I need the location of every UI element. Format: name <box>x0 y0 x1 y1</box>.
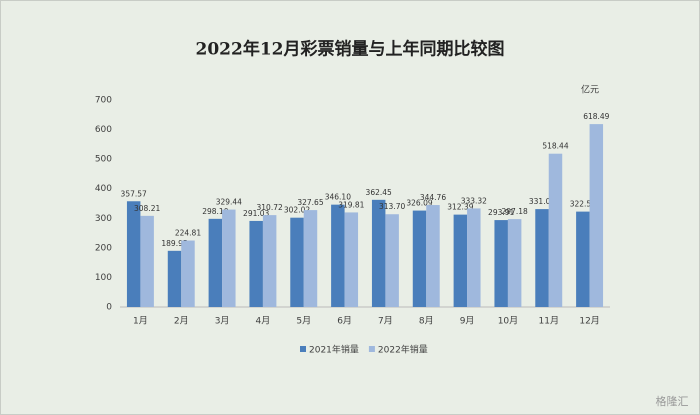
value-label: 518.44 <box>542 142 568 151</box>
legend-label: 2022年销量 <box>378 344 428 356</box>
watermark: 格隆汇 <box>656 394 689 408</box>
bar <box>548 153 563 307</box>
bar <box>535 209 549 307</box>
y-tick-label: 700 <box>95 96 112 106</box>
bar <box>208 218 223 307</box>
bar <box>290 217 304 307</box>
x-tick-label: 2月 <box>174 316 189 327</box>
x-tick-label: 3月 <box>215 316 230 327</box>
legend-label: 2021年销量 <box>309 344 359 356</box>
legend-swatch <box>368 346 375 352</box>
chart-title: 2022年12月彩票销量与上年同期比较图 <box>196 39 505 60</box>
value-label: 293.91 <box>488 208 514 217</box>
value-label: 297.18 <box>502 207 528 216</box>
value-label: 326.09 <box>406 199 432 208</box>
y-tick-label: 0 <box>106 303 112 313</box>
value-label: 312.39 <box>447 203 473 212</box>
bar <box>140 215 154 307</box>
bar <box>576 211 590 307</box>
value-label: 327.65 <box>297 198 323 207</box>
x-tick-label: 10月 <box>498 316 518 327</box>
bar <box>126 201 141 307</box>
value-label: 189.95 <box>161 239 187 248</box>
bar <box>331 204 345 307</box>
bar <box>344 212 359 307</box>
x-tick-label: 11月 <box>539 316 559 327</box>
value-label: 346.10 <box>325 193 351 202</box>
bar <box>167 250 182 307</box>
bar <box>181 240 195 307</box>
value-label: 310.72 <box>257 203 283 212</box>
bar <box>453 214 468 307</box>
value-label: 319.81 <box>338 200 364 209</box>
y-tick-label: 500 <box>95 155 112 165</box>
bar <box>507 219 522 307</box>
value-label: 298.10 <box>202 207 228 216</box>
x-tick-label: 9月 <box>460 316 475 327</box>
bar <box>467 208 481 307</box>
bar <box>371 199 386 307</box>
value-label: 333.32 <box>461 196 487 205</box>
y-tick-label: 400 <box>95 184 112 194</box>
x-tick-label: 6月 <box>337 316 352 327</box>
bar <box>589 124 604 307</box>
value-label: 357.57 <box>121 189 147 198</box>
value-label: 344.76 <box>420 193 446 202</box>
x-tick-label: 8月 <box>419 316 434 327</box>
value-label: 618.49 <box>583 112 609 121</box>
bar <box>385 214 399 307</box>
bar <box>262 215 277 307</box>
value-label: 302.02 <box>284 206 310 215</box>
value-label: 308.21 <box>134 204 160 213</box>
bar <box>426 205 440 307</box>
unit-label: 亿元 <box>581 84 599 96</box>
bar <box>249 220 263 307</box>
x-tick-label: 7月 <box>378 316 393 327</box>
bar <box>222 209 236 307</box>
x-tick-label: 4月 <box>256 316 271 327</box>
value-label: 331.07 <box>529 197 555 206</box>
y-tick-label: 300 <box>95 214 112 224</box>
y-tick-label: 200 <box>95 243 112 253</box>
y-tick-label: 600 <box>95 125 112 135</box>
bar <box>412 210 427 307</box>
x-tick-label: 5月 <box>296 316 311 327</box>
legend-swatch <box>300 346 306 352</box>
bar <box>303 210 318 307</box>
value-label: 224.81 <box>175 229 201 238</box>
value-label: 362.45 <box>366 188 392 197</box>
value-label: 329.44 <box>216 198 242 207</box>
value-label: 313.70 <box>379 202 405 211</box>
value-label: 291.03 <box>243 209 269 218</box>
y-tick-label: 100 <box>95 273 112 283</box>
x-tick-label: 12月 <box>579 316 599 327</box>
bar <box>494 220 508 307</box>
value-label: 322.57 <box>570 200 596 209</box>
x-tick-label: 1月 <box>133 316 148 327</box>
